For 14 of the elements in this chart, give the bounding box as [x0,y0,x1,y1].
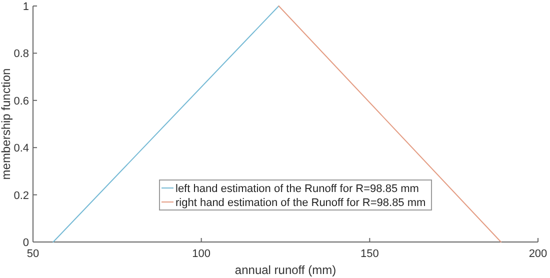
y-tick-label: 0.2 [14,190,29,202]
y-tick-label: 1 [22,1,29,13]
y-tick-label: 0.8 [14,48,29,60]
x-tick-label: 150 [360,248,379,260]
x-tick-label: 50 [26,248,40,260]
y-tick-label: 0 [22,237,29,249]
legend-label: left hand estimation of the Runoff for R=98.85 mm [176,183,419,195]
y-tick-label: 0.6 [14,95,29,108]
x-axis-title: annual runoff (mm) [234,263,336,277]
legend-label: right hand estimation of the Runoff for R=98.85 mm [176,197,426,209]
y-axis-title: membership function [0,68,13,180]
x-tick-label: 100 [192,248,211,260]
x-tick-label: 200 [528,248,548,260]
y-tick-label: 0.4 [14,142,29,155]
